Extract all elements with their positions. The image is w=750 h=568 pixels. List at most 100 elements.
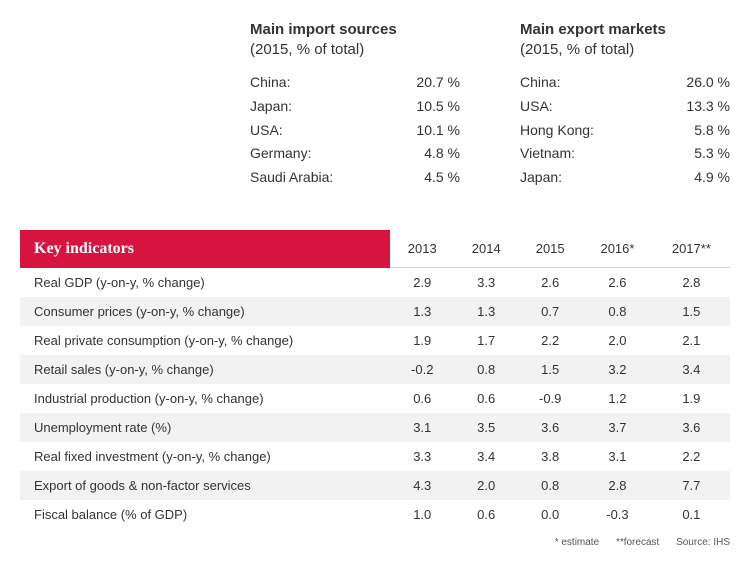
cell: 0.8 — [454, 355, 518, 384]
year-header: 2013 — [390, 230, 454, 268]
imports-list: China:20.7 % Japan:10.5 % USA:10.1 % Ger… — [250, 71, 460, 190]
row-label: Retail sales (y-on-y, % change) — [20, 355, 390, 384]
cell: 1.9 — [390, 326, 454, 355]
item-label: Vietnam: — [520, 142, 575, 166]
cell: 3.8 — [518, 442, 582, 471]
cell: 1.3 — [454, 297, 518, 326]
cell: 3.4 — [454, 442, 518, 471]
cell: 1.7 — [454, 326, 518, 355]
cell: 1.2 — [582, 384, 653, 413]
cell: 0.0 — [518, 500, 582, 529]
cell: 3.3 — [390, 442, 454, 471]
row-label: Real fixed investment (y-on-y, % change) — [20, 442, 390, 471]
list-item: China: 26.0 % — [520, 71, 730, 95]
item-value: 26.0 % — [686, 71, 730, 95]
row-label: Unemployment rate (%) — [20, 413, 390, 442]
footnote: * estimate **forecast Source: IHS — [20, 537, 730, 548]
list-item: Hong Kong: 5.8 % — [520, 119, 730, 143]
row-label: Fiscal balance (% of GDP) — [20, 500, 390, 529]
year-header: 2015 — [518, 230, 582, 268]
cell: 1.3 — [390, 297, 454, 326]
item-label: China: — [250, 71, 290, 95]
item-value: 10.5 % — [416, 95, 460, 119]
cell: 2.0 — [454, 471, 518, 500]
top-section: Main import sources (2015, % of total) C… — [20, 20, 730, 190]
row-label: Export of goods & non-factor services — [20, 471, 390, 500]
cell: 0.6 — [454, 500, 518, 529]
cell: 1.0 — [390, 500, 454, 529]
cell: 2.1 — [653, 326, 730, 355]
cell: 2.9 — [390, 268, 454, 298]
item-label: Hong Kong: — [520, 119, 594, 143]
year-header: 2016* — [582, 230, 653, 268]
footnote-estimate: * estimate — [555, 537, 599, 548]
cell: 4.3 — [390, 471, 454, 500]
exports-title-text: Main export markets — [520, 21, 666, 38]
cell: 3.6 — [653, 413, 730, 442]
cell: 2.2 — [653, 442, 730, 471]
list-item: Japan:4.9 % — [520, 166, 730, 190]
item-value: 13.3 % — [686, 95, 730, 119]
item-value: 4.5 % — [424, 166, 460, 190]
list-item: Japan: 10.5 % — [250, 95, 460, 119]
cell: 0.6 — [390, 384, 454, 413]
indicators-body: Real GDP (y-on-y, % change)2.93.32.62.62… — [20, 268, 730, 530]
table-header-row: Key indicators 2013 2014 2015 2016* 2017… — [20, 230, 730, 268]
cell: 3.5 — [454, 413, 518, 442]
item-value: 10.1 % — [416, 119, 460, 143]
cell: 2.8 — [653, 268, 730, 298]
cell: 2.2 — [518, 326, 582, 355]
row-label: Industrial production (y-on-y, % change) — [20, 384, 390, 413]
cell: 1.9 — [653, 384, 730, 413]
item-label: Japan: — [250, 95, 292, 119]
row-label: Real GDP (y-on-y, % change) — [20, 268, 390, 298]
cell: 3.4 — [653, 355, 730, 384]
table-row: Real GDP (y-on-y, % change)2.93.32.62.62… — [20, 268, 730, 298]
list-item: China:20.7 % — [250, 71, 460, 95]
item-value: 5.3 % — [694, 142, 730, 166]
imports-title: Main import sources (2015, % of total) — [250, 20, 460, 59]
cell: 3.1 — [582, 442, 653, 471]
cell: 1.5 — [653, 297, 730, 326]
list-item: Vietnam: 5.3 % — [520, 142, 730, 166]
cell: -0.2 — [390, 355, 454, 384]
table-row: Retail sales (y-on-y, % change)-0.20.81.… — [20, 355, 730, 384]
list-item: Saudi Arabia: 4.5 % — [250, 166, 460, 190]
item-value: 4.8 % — [424, 142, 460, 166]
cell: 0.8 — [582, 297, 653, 326]
year-header: 2017** — [653, 230, 730, 268]
cell: 0.8 — [518, 471, 582, 500]
cell: 3.2 — [582, 355, 653, 384]
exports-column: Main export markets (2015, % of total) C… — [520, 20, 730, 190]
cell: 3.1 — [390, 413, 454, 442]
cell: 7.7 — [653, 471, 730, 500]
table-row: Consumer prices (y-on-y, % change)1.31.3… — [20, 297, 730, 326]
table-row: Real fixed investment (y-on-y, % change)… — [20, 442, 730, 471]
table-row: Industrial production (y-on-y, % change)… — [20, 384, 730, 413]
item-value: 5.8 % — [694, 119, 730, 143]
cell: 0.1 — [653, 500, 730, 529]
row-label: Real private consumption (y-on-y, % chan… — [20, 326, 390, 355]
item-label: China: — [520, 71, 560, 95]
list-item: USA: 10.1 % — [250, 119, 460, 143]
row-label: Consumer prices (y-on-y, % change) — [20, 297, 390, 326]
exports-list: China:26.0 % USA:13.3 % Hong Kong:5.8 % … — [520, 71, 730, 190]
item-label: USA: — [250, 119, 283, 143]
list-item: USA: 13.3 % — [520, 95, 730, 119]
imports-subtitle: (2015, % of total) — [250, 41, 364, 58]
cell: 3.6 — [518, 413, 582, 442]
indicators-table: Key indicators 2013 2014 2015 2016* 2017… — [20, 230, 730, 530]
item-value: 4.9 % — [694, 166, 730, 190]
item-label: USA: — [520, 95, 553, 119]
item-label: Saudi Arabia: — [250, 166, 333, 190]
cell: 3.7 — [582, 413, 653, 442]
cell: 1.5 — [518, 355, 582, 384]
cell: -0.3 — [582, 500, 653, 529]
imports-column: Main import sources (2015, % of total) C… — [250, 20, 460, 190]
cell: 2.0 — [582, 326, 653, 355]
cell: 2.6 — [582, 268, 653, 298]
cell: -0.9 — [518, 384, 582, 413]
exports-subtitle: (2015, % of total) — [520, 41, 634, 58]
table-row: Export of goods & non-factor services4.3… — [20, 471, 730, 500]
table-row: Real private consumption (y-on-y, % chan… — [20, 326, 730, 355]
